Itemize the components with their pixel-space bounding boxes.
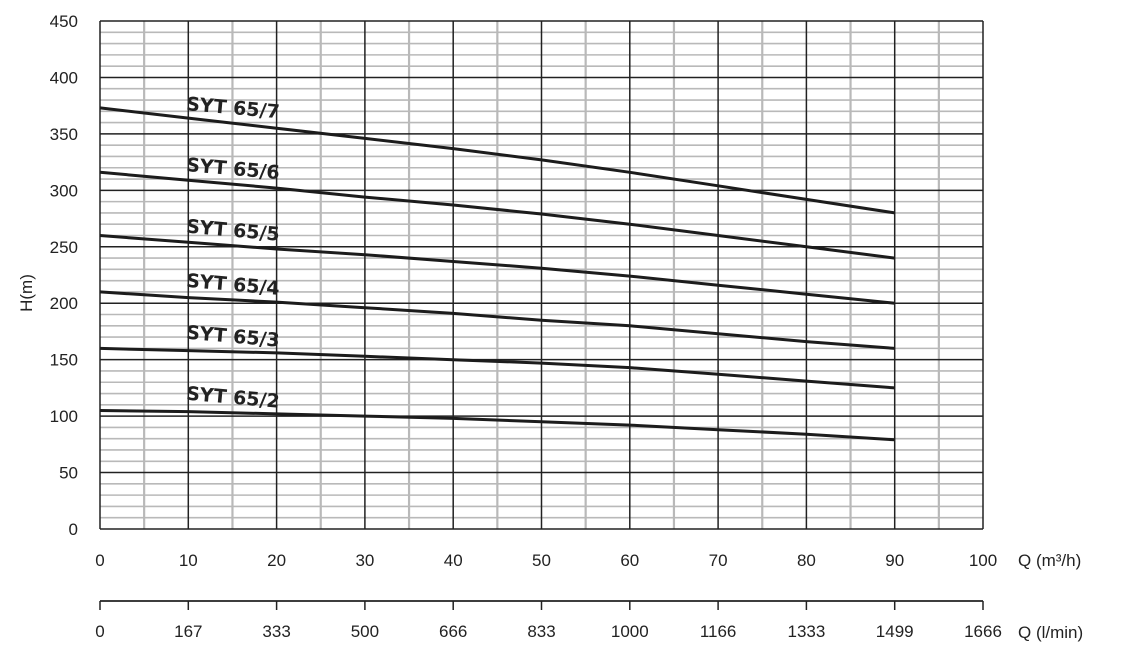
y-tick-label: 400 (50, 68, 78, 87)
x2-tick-label: 833 (527, 622, 555, 641)
x2-axis-title: Q (l/min) (1018, 623, 1083, 642)
x-tick-label: 0 (95, 551, 104, 570)
x2-tick-label: 333 (262, 622, 290, 641)
y-tick-label: 0 (69, 520, 78, 539)
major-grid (99, 20, 984, 530)
pump-curves (99, 106, 895, 442)
y-axis-title: H(m) (17, 274, 36, 312)
x-tick-label: 40 (444, 551, 463, 570)
x2-tick-label: 0 (95, 622, 104, 641)
curve-label: SYT 65/5 (185, 216, 280, 246)
y-tick-label: 300 (50, 181, 78, 200)
x-tick-label: 80 (797, 551, 816, 570)
x2-tick-label: 1499 (876, 622, 914, 641)
y-tick-label: 150 (50, 351, 78, 370)
curve-label: SYT 65/2 (185, 383, 280, 413)
curve-line (99, 234, 895, 305)
x2-tick-label: 1000 (611, 622, 649, 641)
x2-tick-label: 167 (174, 622, 202, 641)
y-tick-label: 450 (50, 12, 78, 31)
x-tick-label: 20 (267, 551, 286, 570)
x-tick-label: 70 (709, 551, 728, 570)
curve-line (99, 170, 895, 260)
axes (99, 600, 984, 610)
x-tick-label: 50 (532, 551, 551, 570)
curve-label: SYT 65/4 (185, 270, 280, 300)
x-tick-label: 90 (885, 551, 904, 570)
x2-tick-label: 1333 (787, 622, 825, 641)
y-tick-label: 250 (50, 238, 78, 257)
curve-line (99, 106, 895, 215)
x2-tick-label: 500 (351, 622, 379, 641)
x-axis-title: Q (m³/h) (1018, 551, 1081, 570)
y-tick-label: 50 (59, 464, 78, 483)
y-tick-label: 100 (50, 407, 78, 426)
x2-tick-label: 666 (439, 622, 467, 641)
x-tick-label: 30 (355, 551, 374, 570)
curve-line (99, 346, 895, 390)
y-tick-label: 200 (50, 294, 78, 313)
x2-tick-label: 1666 (964, 622, 1002, 641)
curve-line (99, 290, 895, 350)
x2-tick-label: 1166 (700, 622, 737, 641)
labels: 0 50 100 150 200 250 300 350 400 450 0 10 20 30 40 50 60… (17, 12, 1083, 642)
x-tick-label: 10 (179, 551, 198, 570)
curve-line (99, 409, 895, 442)
x-tick-label: 100 (969, 551, 997, 570)
x-tick-label: 60 (620, 551, 639, 570)
y-tick-label: 350 (50, 125, 78, 144)
